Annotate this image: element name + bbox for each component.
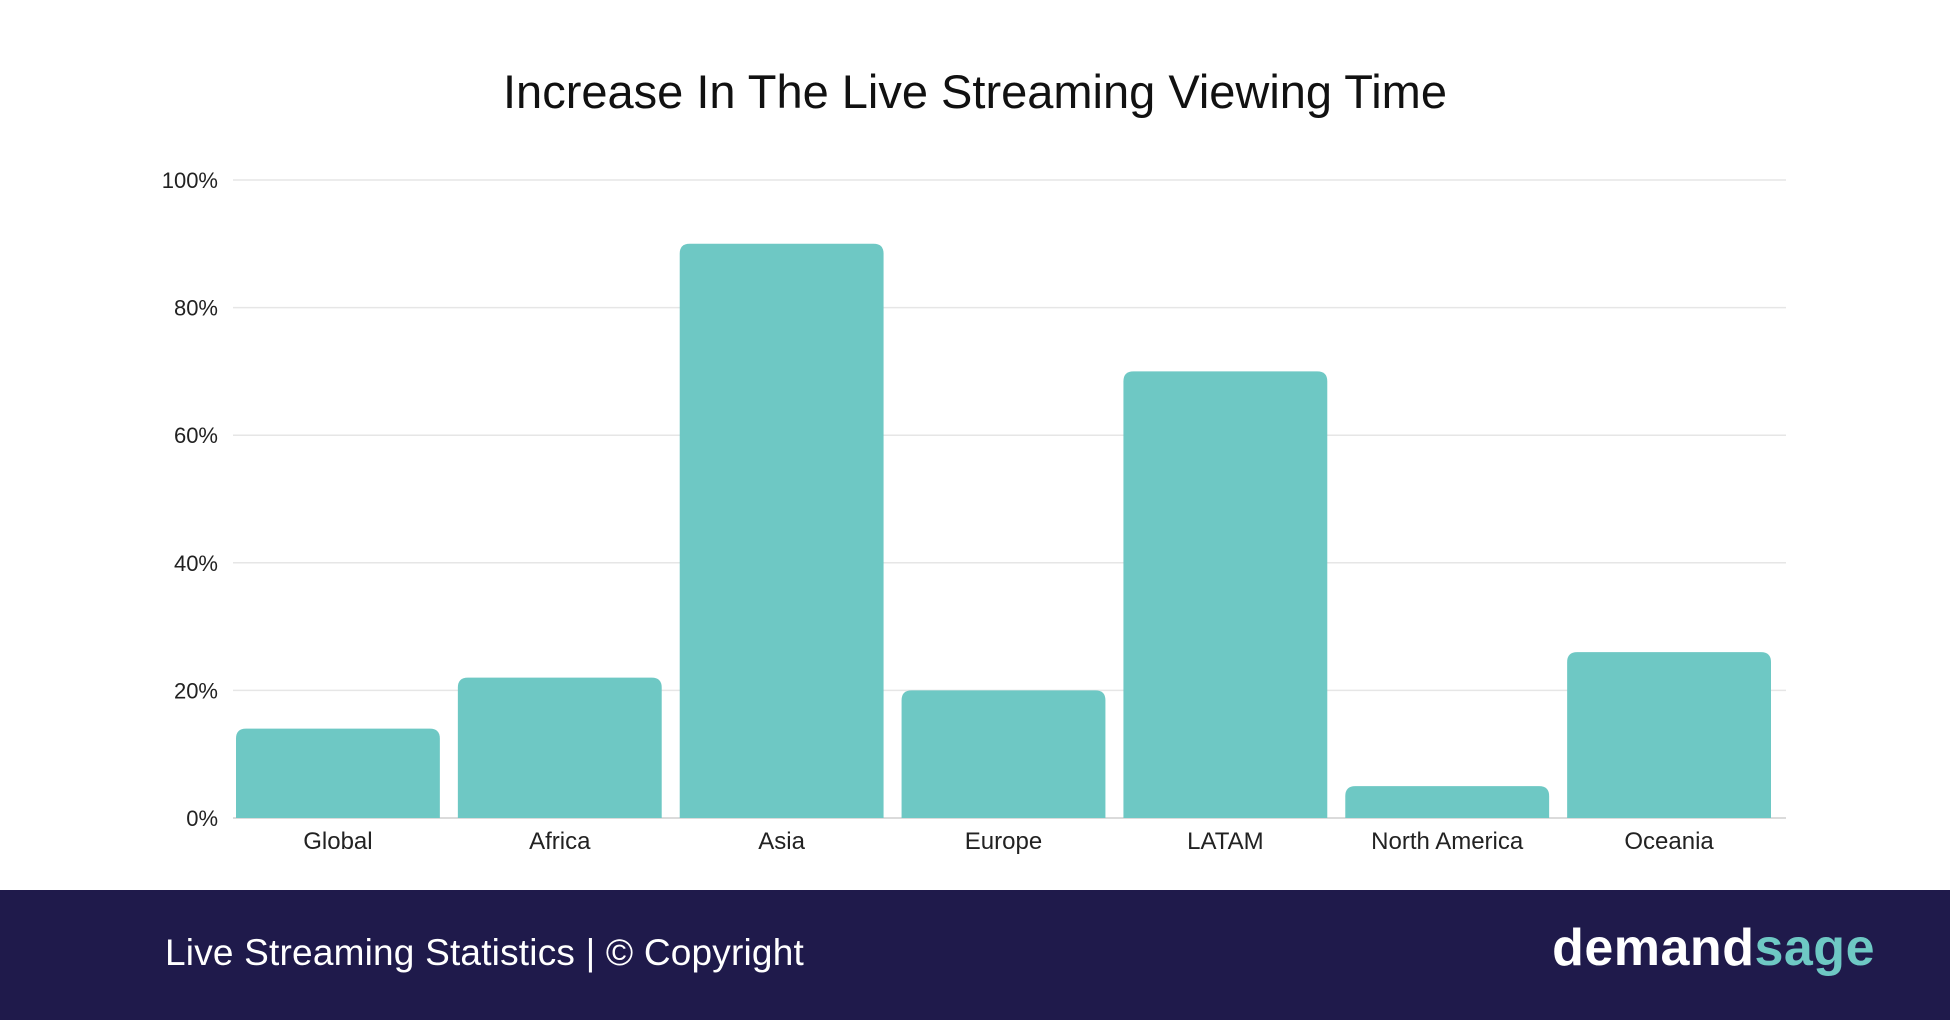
brand-logo-part2: sage — [1754, 919, 1875, 977]
x-tick-label: LATAM — [1187, 828, 1263, 855]
brand-logo: demandsage — [1552, 918, 1875, 978]
bar-europe — [901, 690, 1106, 818]
bar-latam — [1123, 371, 1328, 818]
y-tick-label: 0% — [186, 806, 218, 831]
footer-caption: Live Streaming Statistics | © Copyright — [165, 932, 804, 973]
y-tick-label: 60% — [174, 423, 218, 448]
x-tick-label: Asia — [758, 828, 805, 855]
x-tick-label: Global — [303, 828, 372, 855]
bar-chart: Increase In The Live Streaming Viewing T… — [162, 65, 1786, 855]
chart-area: Increase In The Live Streaming Viewing T… — [162, 65, 1786, 855]
footer-banner: Live Streaming Statistics | © Copyright … — [0, 890, 1950, 1020]
y-tick-label: 20% — [174, 678, 218, 703]
bar-global — [236, 728, 440, 818]
x-tick-label: Oceania — [1624, 828, 1714, 855]
y-tick-label: 80% — [174, 296, 218, 321]
bar-north-america — [1345, 786, 1550, 818]
bar-asia — [679, 243, 884, 819]
x-axis-ticks: Global Africa Asia Europe LATAM North America… — [303, 828, 1714, 855]
bar-africa — [457, 677, 662, 818]
y-axis-ticks: 0% 20% 40% 60% 80% 100% — [162, 168, 218, 831]
bars — [236, 243, 1771, 819]
brand-logo-part1: demand — [1552, 919, 1755, 977]
y-tick-label: 100% — [162, 168, 218, 193]
bar-oceania — [1567, 652, 1771, 818]
y-tick-label: 40% — [174, 551, 218, 576]
x-tick-label: North America — [1371, 828, 1524, 855]
x-tick-label: Africa — [529, 828, 591, 855]
chart-title: Increase In The Live Streaming Viewing T… — [503, 65, 1447, 118]
x-tick-label: Europe — [965, 828, 1042, 855]
